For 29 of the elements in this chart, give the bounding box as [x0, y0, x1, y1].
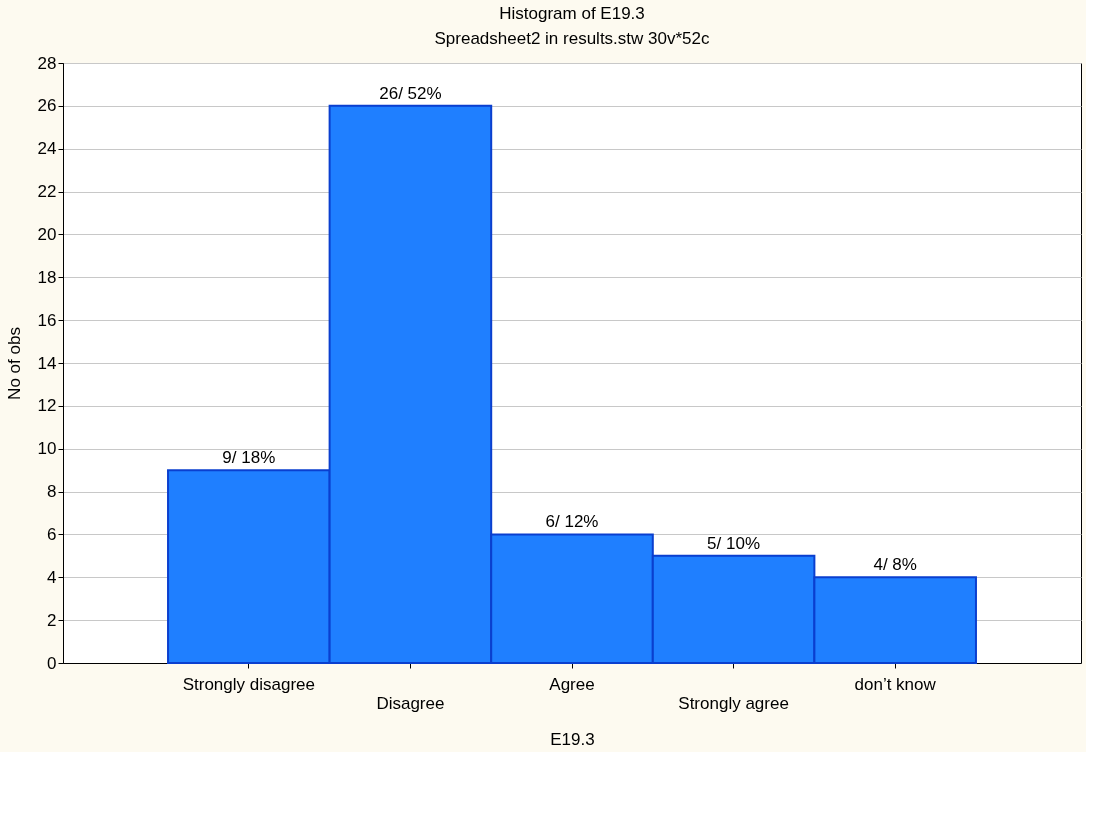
x-tick-label: Agree: [549, 674, 595, 694]
y-tick-label: 28: [37, 53, 57, 73]
data-label: 26/ 52%: [379, 83, 442, 103]
chart-subtitle: Spreadsheet2 in results.stw 30v*52c: [434, 29, 710, 48]
y-tick-label: 6: [47, 524, 57, 544]
y-tick-label: 20: [37, 224, 57, 244]
y-tick-label: 0: [47, 653, 57, 673]
x-tick-label: don’t know: [854, 674, 937, 694]
y-tick-label: 4: [47, 567, 57, 587]
data-label: 9/ 18%: [222, 448, 276, 468]
y-axis-title: No of obs: [4, 327, 24, 400]
y-tick-label: 2: [47, 610, 57, 630]
y-tick-label: 22: [37, 182, 57, 202]
data-label: 5/ 10%: [707, 533, 761, 553]
chart-title: Histogram of E19.3: [499, 4, 645, 23]
x-tick-label: Strongly disagree: [182, 674, 315, 694]
x-axis-title: E19.3: [550, 729, 595, 749]
y-tick-label: 10: [37, 439, 57, 459]
y-tick-label: 12: [37, 396, 57, 416]
y-tick-label: 26: [37, 96, 57, 116]
y-tick-label: 14: [37, 353, 57, 373]
x-tick-label: Disagree: [376, 693, 445, 713]
x-tick-label: Strongly agree: [678, 693, 789, 713]
y-tick-label: 16: [37, 310, 57, 330]
y-tick-label: 18: [37, 267, 57, 287]
data-label: 6/ 12%: [545, 512, 599, 532]
y-tick-label: 8: [47, 482, 57, 502]
y-tick-label: 24: [37, 139, 57, 159]
data-label: 4/ 8%: [873, 555, 917, 575]
